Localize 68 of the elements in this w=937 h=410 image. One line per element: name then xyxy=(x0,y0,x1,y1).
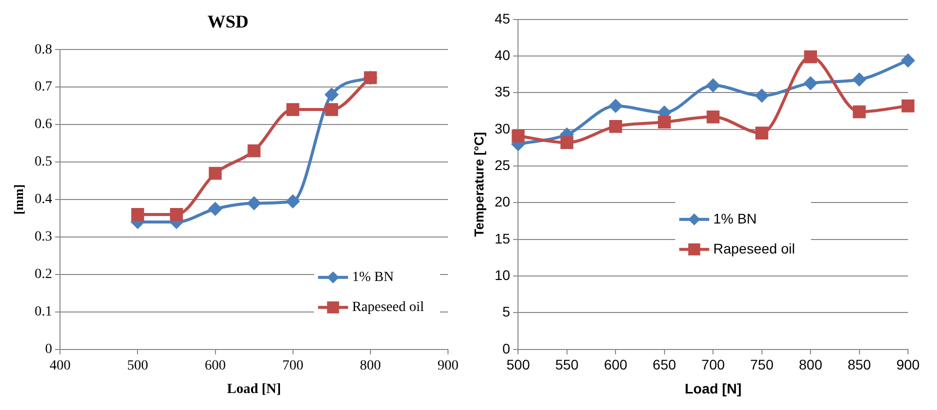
y-axis-title: [mm] xyxy=(11,184,26,215)
point xyxy=(706,78,720,92)
y-tick-label: 5 xyxy=(502,304,510,320)
x-tick-label: 600 xyxy=(204,358,226,374)
point xyxy=(902,54,914,67)
y-tick-label: 40 xyxy=(494,46,510,63)
x-tick-label: 700 xyxy=(701,356,725,373)
y-tick-label: 0.8 xyxy=(34,42,52,58)
point xyxy=(286,194,300,208)
point xyxy=(852,73,866,86)
x-tick-label: 400 xyxy=(50,358,71,374)
point xyxy=(609,99,622,112)
x-axis-title: Load [N] xyxy=(227,382,282,398)
point xyxy=(131,208,144,221)
y-tick-label: 15 xyxy=(494,230,510,246)
point xyxy=(170,208,183,221)
point xyxy=(248,196,261,210)
y-axis-title: Temperature [°C] xyxy=(471,132,486,237)
y-tick-label: 0.2 xyxy=(34,267,52,282)
point xyxy=(208,166,222,180)
y-tick-label: 30 xyxy=(494,120,510,136)
point xyxy=(286,103,300,116)
point xyxy=(902,99,914,112)
point xyxy=(325,88,338,102)
x-axis-title: Load [N] xyxy=(684,380,742,396)
y-tick-label: 25 xyxy=(494,156,510,173)
point xyxy=(706,110,720,124)
legend-label: 1% BN xyxy=(713,210,757,226)
y-tick-label: 45 xyxy=(494,10,510,26)
x-tick-label: 750 xyxy=(750,356,774,373)
y-tick-label: 0.4 xyxy=(34,192,52,208)
point xyxy=(755,89,768,102)
point xyxy=(560,136,574,150)
point xyxy=(325,103,338,116)
y-tick-label: 20 xyxy=(494,194,510,210)
x-tick-label: 500 xyxy=(127,358,148,374)
y-tick-label: 0.5 xyxy=(34,154,52,170)
y-tick-label: 0 xyxy=(502,340,510,356)
point xyxy=(804,76,818,90)
x-tick-label: 550 xyxy=(555,356,579,373)
x-tick-label: 600 xyxy=(604,356,628,373)
y-tick-label: 35 xyxy=(494,84,510,100)
y-tick-label: 0.7 xyxy=(34,80,52,95)
x-tick-label: 800 xyxy=(360,358,381,374)
point xyxy=(658,116,671,129)
y-tick-label: 0 xyxy=(45,342,52,358)
point xyxy=(755,126,768,140)
legend-label: Rapeseed oil xyxy=(713,240,795,256)
point xyxy=(208,202,222,216)
point xyxy=(512,130,525,142)
point xyxy=(609,120,622,133)
x-tick-label: 850 xyxy=(848,356,872,373)
y-tick-label: 0.3 xyxy=(34,230,52,245)
x-tick-label: 900 xyxy=(438,358,458,374)
x-tick-label: 700 xyxy=(282,358,304,374)
x-tick-label: 800 xyxy=(798,356,822,373)
point xyxy=(804,50,817,64)
point xyxy=(248,144,260,158)
legend-label: Rapeseed oil xyxy=(352,300,424,316)
point xyxy=(852,105,866,118)
y-tick-label: 0.1 xyxy=(34,304,52,320)
legend-label: 1% BN xyxy=(352,270,394,286)
x-tick-label: 650 xyxy=(652,356,676,373)
y-tick-label: 10 xyxy=(494,266,510,283)
chart-title: WSD xyxy=(207,11,249,32)
x-tick-label: 500 xyxy=(506,356,530,373)
y-tick-label: 0.6 xyxy=(34,117,52,132)
x-tick-label: 900 xyxy=(896,356,920,373)
